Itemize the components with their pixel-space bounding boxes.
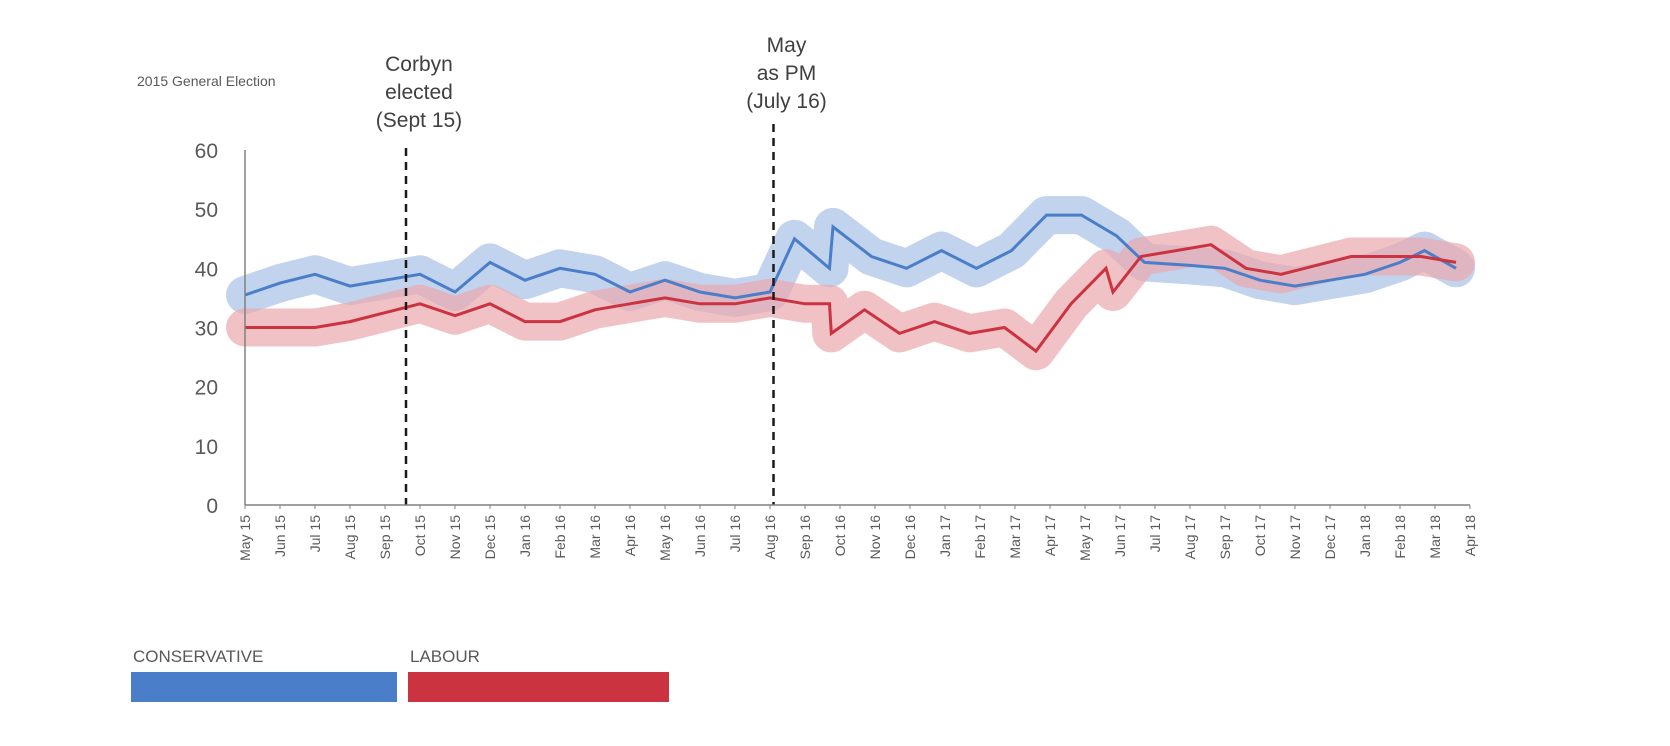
x-tick-label: Sep 16 [797,515,813,560]
x-tick-label: Aug 16 [762,515,778,560]
x-tick-label: Nov 16 [867,515,883,560]
top-label: 2015 General Election [137,73,276,89]
y-tick-label: 0 [206,495,218,518]
legend-label-conservative: CONSERVATIVE [133,647,264,666]
x-tick-label: Oct 17 [1252,515,1268,556]
x-tick-label: Jul 17 [1147,515,1163,553]
x-tick-label: May 16 [657,515,673,561]
x-tick-label: Feb 17 [972,515,988,559]
x-tick-label: Jun 16 [692,515,708,557]
event-annotation: as PM [757,62,817,85]
x-tick-label: Nov 17 [1287,515,1303,560]
x-axis-ticks: May 15 Jun 15 Jul 15 Aug 15 Sep 15 Oct 15 Nov … [237,505,1478,561]
legend-swatch-conservative [131,672,397,702]
event-annotation: Corbyn [385,53,453,76]
event-annotation: elected [385,81,453,104]
y-tick-label: 50 [195,199,218,222]
x-tick-label: Nov 15 [447,515,463,560]
x-tick-label: Mar 17 [1007,515,1023,559]
series-lines [244,213,1457,354]
event-markers: Corbyn elected (Sept 15) May as PM (July 16) [376,34,827,505]
x-tick-label: Jan 16 [517,515,533,557]
x-tick-label: Jul 15 [307,515,323,553]
x-tick-label: Feb 18 [1392,515,1408,559]
y-tick-label: 30 [195,318,218,341]
x-tick-label: Feb 16 [552,515,568,559]
x-tick-label: Jan 18 [1357,515,1373,557]
x-tick-label: Aug 15 [342,515,358,560]
x-tick-label: May 15 [237,515,253,561]
x-tick-label: Mar 16 [587,515,603,559]
y-axis-ticks: 0 10 20 30 40 50 60 [195,140,218,518]
x-tick-label: Sep 17 [1217,515,1233,560]
x-tick-label: Apr 16 [622,515,638,556]
conservative-line [244,213,1457,300]
y-tick-label: 20 [195,377,218,400]
y-tick-label: 60 [195,140,218,163]
x-tick-label: Jan 17 [937,515,953,557]
x-tick-label: Dec 17 [1322,515,1338,560]
event-annotation: (Sept 15) [376,109,462,132]
event-annotation: (July 16) [746,90,827,113]
x-tick-label: Mar 18 [1427,515,1443,559]
x-tick-label: Oct 15 [412,515,428,556]
x-tick-label: Apr 17 [1042,515,1058,556]
y-tick-label: 10 [195,436,218,459]
x-tick-label: Aug 17 [1182,515,1198,560]
x-tick-label: Sep 15 [377,515,393,560]
x-tick-label: May 17 [1077,515,1093,561]
x-tick-label: Dec 16 [902,515,918,560]
axes [244,150,1470,506]
x-tick-label: Oct 16 [832,515,848,556]
x-tick-label: Jun 17 [1112,515,1128,557]
legend-label-labour: LABOUR [410,647,480,666]
x-tick-label: Jun 15 [272,515,288,557]
labour-line [245,243,1457,354]
x-tick-label: Dec 15 [482,515,498,560]
x-tick-label: Jul 16 [727,515,743,553]
legend-swatch-labour [408,672,669,702]
y-tick-label: 40 [195,258,218,281]
x-tick-label: Apr 18 [1462,515,1478,556]
event-annotation: May [767,34,807,57]
